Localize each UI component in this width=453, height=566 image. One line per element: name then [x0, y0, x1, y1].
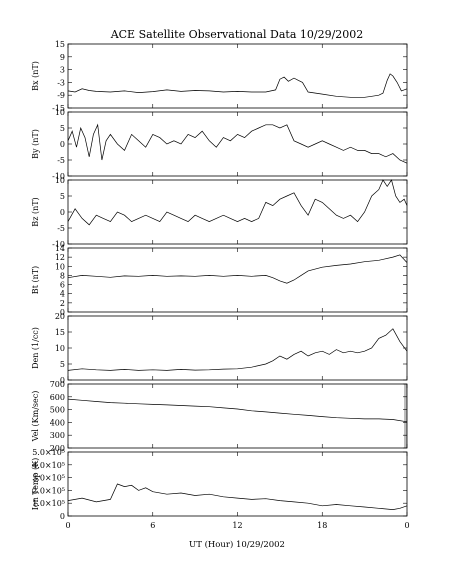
ytick-label-bz-3: -5: [57, 224, 65, 233]
panel-temp: 5.0×10⁵ 4.0×10⁵ 3.0×10⁵ 2.0×10⁵ 1.0×10⁵ 0 Ion …: [31, 448, 408, 521]
ytick-label-bz-1: 5: [60, 192, 65, 201]
ytick-label-bx-3: -3: [57, 78, 65, 87]
ytick-label-bx-0: 15: [55, 40, 65, 49]
ytick-label-vel-1: 600: [50, 393, 65, 402]
ytick-label-den-2: 10: [55, 344, 65, 353]
frame-den: [67, 315, 408, 381]
figure-title: ACE Satellite Observational Data 10/29/2…: [110, 28, 364, 41]
xtick-label-1: 6: [150, 521, 155, 530]
ytick-label-bz-0: 10: [55, 176, 65, 185]
ytick-label-vel-4: 300: [50, 431, 65, 440]
xtick-label-4: 0: [404, 521, 409, 530]
trace-bt: [67, 254, 408, 284]
ytick-label-by-2: 0: [60, 140, 65, 149]
ytick-label-bt-0: 14: [55, 244, 65, 253]
ytick-label-bt-5: 4: [60, 290, 65, 299]
ytick-label-bx-5: -15: [52, 104, 65, 113]
ytick-label-bz-2: 0: [60, 208, 65, 217]
ytick-label-den-4: 0: [60, 376, 65, 385]
ytick-label-bx-1: 9: [60, 53, 65, 62]
ytick-label-bt-6: 2: [60, 299, 65, 308]
data-gap-vel: [404, 384, 407, 448]
ytick-label-bt-1: 12: [55, 253, 65, 262]
trace-bx: [67, 73, 408, 98]
ylabel-bz: Bz (nT): [31, 197, 40, 226]
ytick-label-temp-1: 4.0×10⁵: [32, 461, 65, 470]
frame-vel: [67, 383, 408, 449]
ytick-label-bz-4: -10: [52, 240, 65, 249]
ytick-label-vel-2: 500: [50, 406, 65, 415]
ylabel-vel: Vel (Km/sec): [31, 391, 40, 443]
trace-vel: [67, 398, 408, 423]
ytick-label-by-4: -10: [52, 172, 65, 181]
ylabel-den: Den (1/cc): [31, 327, 40, 369]
ytick-label-den-1: 15: [55, 328, 65, 337]
ytick-label-by-0: 10: [55, 108, 65, 117]
frame-by: [67, 111, 408, 177]
ytick-label-temp-4: 1.0×10⁵: [32, 499, 65, 508]
frame-bx: [67, 43, 408, 109]
ytick-label-den-0: 20: [55, 312, 65, 321]
panel-den: 20 15 10 5 0 Den (1/cc): [31, 312, 408, 385]
panel-by: 10 5 0 -5 -10 By (nT): [31, 108, 408, 181]
ylabel-temp: Ion Temp (K): [31, 458, 40, 511]
panel-bx: 15 9 3 -3 -9 -15 Bx (nT): [31, 40, 408, 113]
ylabel-by: By (nT): [31, 129, 40, 159]
ytick-label-vel-3: 400: [50, 418, 65, 427]
panel-bz: 10 5 0 -5 -10 Bz (nT): [31, 176, 408, 249]
panel-vel: 700 600 500 400 300 200 Vel (Km/sec): [31, 380, 408, 453]
x-tick-labels: 0 6 12 18 0: [65, 521, 409, 530]
xtick-label-2: 12: [232, 521, 242, 530]
x-axis-label: UT (Hour) 10/29/2002: [189, 539, 285, 550]
frame-bz: [67, 179, 408, 245]
panels: 15 9 3 -3 -9 -15 Bx (nT) 10 5 0 -5 -10 By (nT) 10 5 0 -5…: [31, 40, 408, 521]
ytick-label-by-1: 5: [60, 124, 65, 133]
ytick-label-vel-0: 700: [50, 380, 65, 389]
ytick-label-temp-0: 5.0×10⁵: [32, 448, 65, 457]
ytick-label-bx-2: 3: [60, 66, 65, 75]
ytick-label-bx-4: -9: [57, 91, 65, 100]
frame-bt: [67, 247, 408, 313]
xtick-label-3: 18: [317, 521, 327, 530]
ylabel-bt: Bt (nT): [31, 266, 40, 294]
ytick-label-vel-5: 200: [50, 444, 65, 453]
trace-bz: [67, 179, 408, 226]
ytick-label-temp-3: 2.0×10⁵: [32, 486, 65, 495]
ytick-label-temp-5: 0: [60, 512, 65, 521]
ylabel-bx: Bx (nT): [31, 61, 40, 91]
ytick-label-bt-3: 8: [60, 271, 65, 280]
ytick-label-by-3: -5: [57, 156, 65, 165]
trace-by: [67, 123, 408, 164]
ytick-label-bt-7: 0: [60, 308, 65, 317]
ytick-label-den-3: 5: [60, 360, 65, 369]
trace-den: [67, 328, 408, 371]
ytick-label-bt-2: 10: [55, 262, 65, 271]
ytick-label-bt-4: 6: [60, 281, 65, 290]
ytick-label-temp-2: 3.0×10⁵: [32, 474, 65, 483]
xtick-label-0: 0: [65, 521, 70, 530]
trace-temp: [67, 483, 408, 510]
